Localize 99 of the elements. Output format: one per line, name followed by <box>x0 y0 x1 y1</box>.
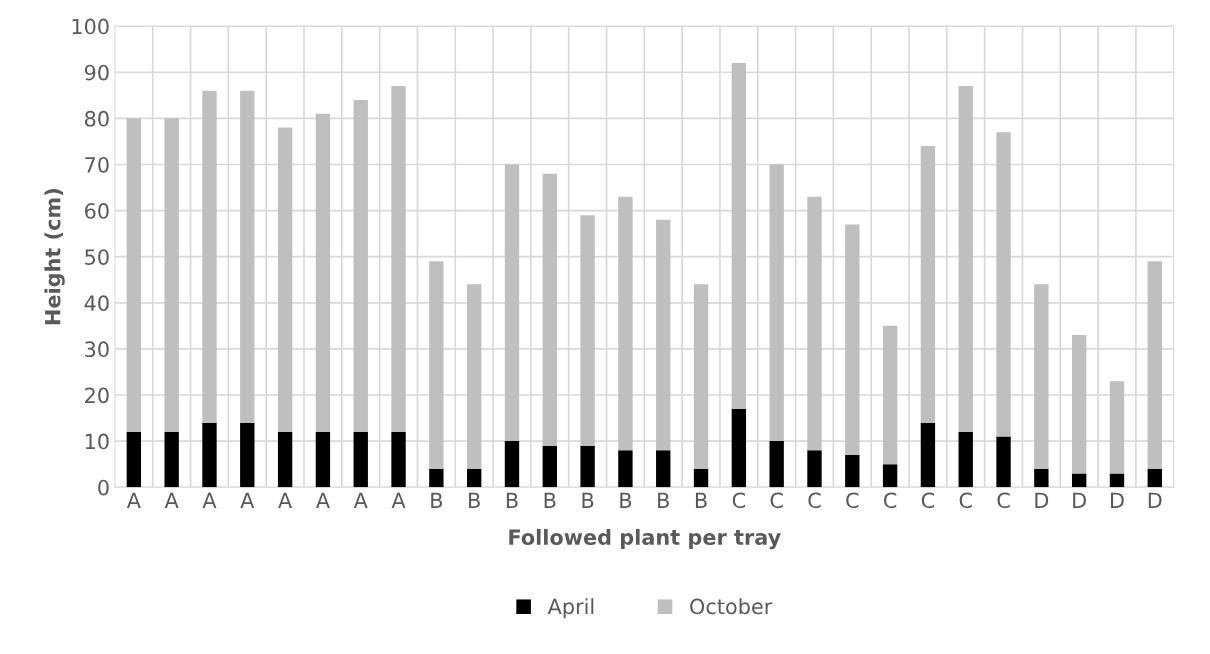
bar <box>769 164 784 442</box>
bar <box>580 215 595 446</box>
bar <box>240 90 255 423</box>
legend-label: October <box>690 598 773 615</box>
bar <box>1147 468 1162 488</box>
bar <box>958 86 973 432</box>
bar <box>164 431 179 488</box>
bar <box>202 422 217 488</box>
x-tick-label: B <box>544 492 556 508</box>
bar <box>656 450 671 488</box>
x-tick-label: C <box>959 492 972 509</box>
bar <box>693 284 709 469</box>
bar <box>845 224 860 455</box>
bar <box>807 196 822 451</box>
x-tick-label: A <box>202 492 217 508</box>
y-tick-label: 60 <box>85 203 109 219</box>
bar <box>466 284 482 469</box>
bar <box>542 445 557 488</box>
bar <box>618 450 633 488</box>
x-tick-label: A <box>315 492 330 508</box>
bar <box>126 431 142 488</box>
x-axis-title: Followed plant per tray <box>509 528 781 550</box>
bar <box>1034 284 1049 469</box>
x-tick-label: A <box>353 492 368 508</box>
y-tick-label: 30 <box>85 341 109 358</box>
x-tick-label: C <box>808 492 821 509</box>
x-tick-label: C <box>921 492 935 509</box>
bar <box>882 464 898 488</box>
bar <box>202 90 217 423</box>
bar <box>429 261 444 469</box>
y-tick-label: 40 <box>84 295 109 312</box>
x-tick-label: B <box>695 492 707 508</box>
x-tick-label: A <box>391 492 406 508</box>
y-tick-label: 10 <box>85 433 109 450</box>
bar <box>920 146 936 423</box>
x-tick-label: B <box>582 492 594 508</box>
bar <box>1109 473 1125 488</box>
bar <box>580 445 595 488</box>
x-tick-label: A <box>126 492 141 508</box>
bar <box>1071 473 1087 488</box>
bar <box>845 454 860 488</box>
x-tick-label: D <box>1073 492 1086 508</box>
bar <box>920 422 936 488</box>
bar <box>504 441 520 488</box>
bar <box>882 325 898 465</box>
y-tick-label: 20 <box>85 387 109 404</box>
bar <box>1109 381 1125 474</box>
bar <box>391 431 406 488</box>
bar <box>656 219 671 451</box>
x-tick-label: A <box>164 492 179 508</box>
bar <box>996 132 1011 437</box>
bar <box>353 99 368 432</box>
bar <box>466 468 482 488</box>
x-tick-label: D <box>1148 492 1162 508</box>
y-tick-label: 80 <box>84 110 109 127</box>
bar <box>353 431 368 488</box>
bar <box>1071 335 1087 474</box>
x-tick-label: C <box>770 492 783 509</box>
bar <box>277 431 293 488</box>
bar <box>429 468 444 488</box>
y-tick-label: 0 <box>98 479 109 496</box>
bar <box>126 118 142 432</box>
legend-label: April <box>547 598 594 619</box>
x-tick-label: C <box>846 492 859 509</box>
bar <box>277 127 293 432</box>
bar <box>996 436 1011 488</box>
bar <box>693 468 709 488</box>
x-tick-label: D <box>1111 492 1124 508</box>
x-tick-label: C <box>997 492 1010 509</box>
x-tick-label: B <box>469 492 480 508</box>
bar <box>240 422 255 488</box>
y-tick-label: 50 <box>85 249 109 265</box>
y-tick-label: 90 <box>84 64 109 81</box>
bar <box>731 63 747 409</box>
bar <box>315 113 331 432</box>
bar <box>1034 468 1049 488</box>
x-tick-label: A <box>240 492 255 508</box>
x-tick-label: B <box>658 492 669 508</box>
x-tick-label: B <box>506 492 518 508</box>
y-tick-label: 100 <box>72 18 109 35</box>
bar <box>504 164 520 442</box>
bar <box>1147 261 1162 469</box>
y-tick-label: 70 <box>85 156 109 173</box>
bar <box>164 118 179 432</box>
bar <box>731 408 747 488</box>
y-axis-title: Height (cm) <box>44 189 65 325</box>
bar <box>542 173 557 446</box>
x-tick-label: B <box>431 492 443 508</box>
x-tick-label: C <box>732 492 745 509</box>
x-tick-label: C <box>884 492 897 509</box>
bar <box>769 441 784 488</box>
x-tick-label: D <box>1035 492 1049 508</box>
bar <box>958 431 973 488</box>
bar <box>618 196 633 451</box>
x-tick-label: B <box>620 492 632 508</box>
x-tick-label: A <box>278 492 293 508</box>
bar <box>807 450 822 488</box>
bar <box>391 86 406 432</box>
bar <box>315 431 331 488</box>
